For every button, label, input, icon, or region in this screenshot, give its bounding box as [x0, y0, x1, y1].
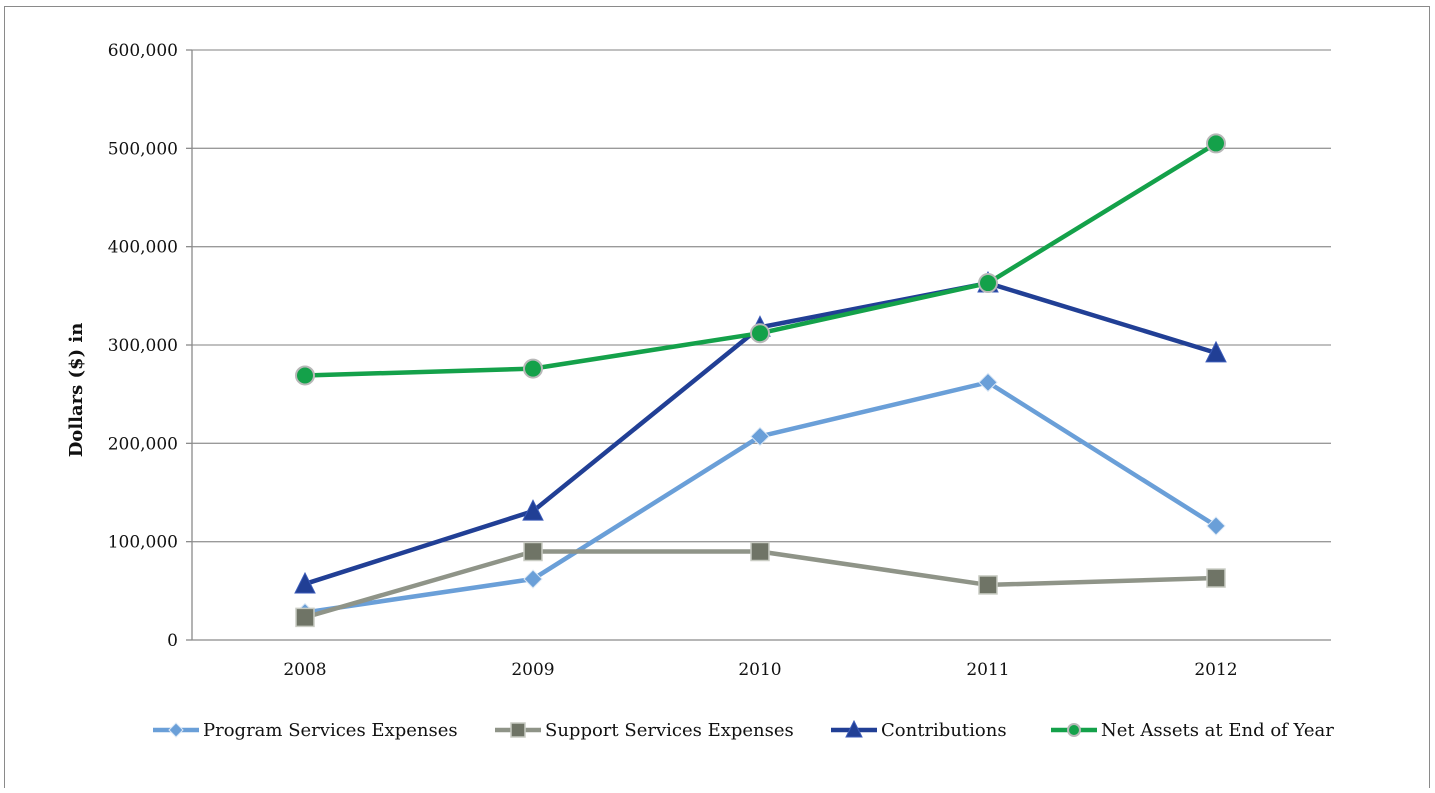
y-tick-label: 200,000: [108, 434, 178, 454]
series-program-services-expenses: [295, 372, 1226, 623]
y-axis-title: Dollars ($) in: [66, 323, 87, 458]
legend-item-support-services-expenses: Support Services Expenses: [495, 720, 794, 741]
legend-swatch-marker: [845, 719, 863, 738]
data-point-support-services-expenses: [295, 607, 315, 628]
series-support-services-expenses: [295, 541, 1226, 628]
data-point-program-services-expenses: [1206, 516, 1226, 536]
y-tick-label: 400,000: [108, 238, 178, 258]
y-tick-labels: 0 100,000 200,000 300,000 400,000 500,000 600,…: [108, 41, 178, 651]
data-point-program-services-expenses: [750, 426, 770, 447]
legend-item-program-services-expenses: Program Services Expenses: [153, 720, 458, 741]
series-line-support-services-expenses: [302, 549, 1219, 620]
data-point-net-assets-at-end-of-year: [295, 365, 315, 386]
data-point-contributions: [1205, 340, 1227, 363]
legend: Program Services Expenses Support Service…: [153, 719, 1334, 741]
series-lines: [294, 133, 1227, 628]
data-point-contributions: [522, 499, 544, 521]
series-net-assets-at-end-of-year: [295, 133, 1226, 386]
legend-item-contributions: Contributions: [831, 719, 1007, 741]
legend-swatch-marker: [1067, 723, 1081, 737]
data-point-net-assets-at-end-of-year: [1206, 133, 1226, 154]
data-point-contributions: [294, 571, 316, 594]
x-tick-label: 2008: [283, 660, 326, 680]
line-chart: 0 100,000 200,000 300,000 400,000 500,000 600,…: [66, 41, 1334, 741]
chart-frame: 0 100,000 200,000 300,000 400,000 500,000 600,…: [4, 6, 1430, 788]
legend-label: Support Services Expenses: [545, 720, 794, 741]
data-point-program-services-expenses: [523, 569, 543, 589]
data-point-support-services-expenses: [978, 575, 998, 595]
y-tick-label: 300,000: [108, 336, 178, 356]
data-point-support-services-expenses: [750, 541, 770, 562]
data-point-support-services-expenses: [523, 541, 543, 562]
x-tick-label: 2011: [966, 660, 1009, 680]
data-point-support-services-expenses: [1206, 568, 1226, 588]
legend-swatch-marker: [510, 722, 526, 738]
x-tick-label: 2009: [511, 660, 554, 680]
gridlines: [192, 49, 1331, 543]
data-point-program-services-expenses: [978, 372, 998, 393]
y-tick-label: 500,000: [108, 139, 178, 159]
legend-item-net-assets-at-end-of-year: Net Assets at End of Year: [1051, 720, 1334, 741]
data-point-net-assets-at-end-of-year: [523, 358, 543, 379]
y-tick-label: 100,000: [108, 533, 178, 553]
y-tick-label: 0: [167, 631, 178, 651]
legend-label: Contributions: [881, 720, 1007, 741]
x-tick-label: 2012: [1194, 660, 1237, 680]
legend-swatch-marker: [168, 722, 184, 738]
data-point-net-assets-at-end-of-year: [750, 323, 770, 344]
x-tick-label: 2010: [738, 660, 781, 680]
axes: [186, 49, 1331, 641]
legend-label: Program Services Expenses: [203, 720, 458, 741]
legend-label: Net Assets at End of Year: [1101, 720, 1334, 741]
x-tick-labels: 2008 2009 2010 2011 2012: [283, 660, 1237, 680]
y-tick-label: 600,000: [108, 41, 178, 61]
data-point-net-assets-at-end-of-year: [978, 273, 998, 294]
